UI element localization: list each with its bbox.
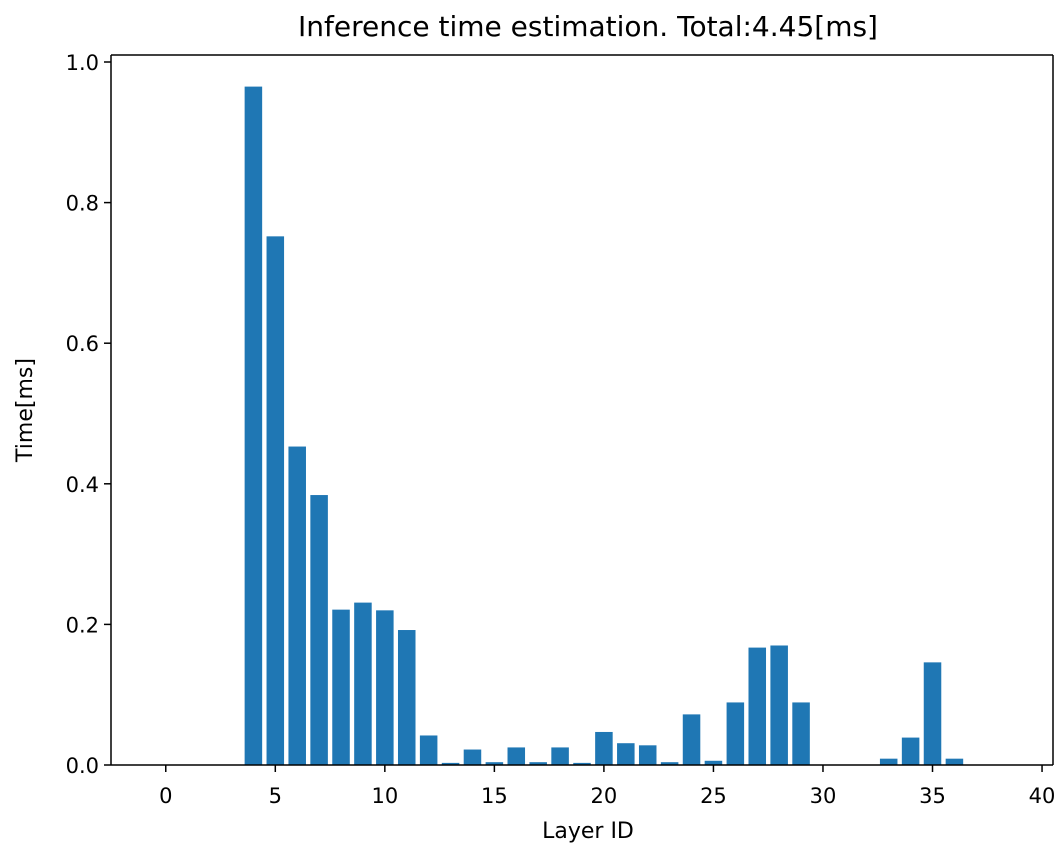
- bar-layer-12: [419, 735, 438, 765]
- bar-layer-9: [354, 602, 372, 765]
- bar-layer-22: [638, 745, 657, 765]
- x-tick-label: 30: [810, 784, 837, 808]
- bar-layer-34: [901, 737, 920, 765]
- y-tick-label: 0.6: [66, 332, 99, 356]
- bar-layer-11: [397, 630, 416, 765]
- bar-layer-24: [682, 714, 701, 765]
- x-tick-label: 5: [269, 784, 282, 808]
- bar-layer-23: [660, 762, 679, 765]
- bar-layer-21: [617, 743, 635, 765]
- bar-layer-17: [529, 762, 547, 765]
- y-tick-label: 0.4: [66, 473, 99, 497]
- bar-layer-18: [551, 747, 569, 765]
- bar-layer-4: [244, 86, 263, 766]
- bar-layer-15: [485, 762, 504, 765]
- x-tick-label: 15: [481, 784, 508, 808]
- bar-layer-36: [945, 758, 964, 765]
- y-tick-label: 1.0: [66, 51, 99, 75]
- bar-layer-25: [704, 760, 723, 765]
- x-tick-label: 25: [700, 784, 727, 808]
- axes: [110, 54, 1054, 766]
- bar-layer-7: [310, 495, 328, 765]
- bar-layer-16: [507, 747, 526, 765]
- bar-layer-6: [288, 446, 306, 765]
- bar-layer-35: [923, 662, 942, 765]
- bar-layer-19: [573, 762, 591, 765]
- bar-layer-8: [332, 609, 350, 765]
- x-tick-label: 40: [1029, 784, 1055, 808]
- bar-layer-10: [376, 610, 394, 765]
- bar-layer-29: [792, 702, 810, 765]
- bar-layer-27: [748, 647, 767, 765]
- x-tick-label: 35: [919, 784, 946, 808]
- x-tick-label: 0: [159, 784, 172, 808]
- y-axis-label: Time[ms]: [13, 358, 38, 463]
- y-tick-label: 0.8: [66, 192, 99, 216]
- x-tick-label: 10: [371, 784, 398, 808]
- bar-layer-20: [595, 731, 613, 765]
- bar-layer-26: [726, 702, 745, 765]
- y-tick-label: 0.0: [66, 754, 99, 778]
- bar-layer-33: [879, 758, 898, 765]
- x-ticks: 0 5 10 15 20 25 30 35 40: [159, 765, 1055, 808]
- bar-layer-13: [441, 762, 460, 765]
- x-axis-label: Layer ID: [542, 819, 634, 844]
- bar-series: [244, 86, 964, 766]
- bar-layer-28: [770, 645, 788, 765]
- y-tick-label: 0.2: [66, 613, 99, 637]
- bar-layer-14: [463, 749, 482, 765]
- chart-title: Inference time estimation. Total:4.45[ms…: [298, 10, 878, 43]
- y-ticks: 0.0 0.2 0.4 0.6 0.8 1.0: [66, 51, 111, 778]
- bar-layer-5: [266, 236, 285, 765]
- x-tick-label: 20: [591, 784, 618, 808]
